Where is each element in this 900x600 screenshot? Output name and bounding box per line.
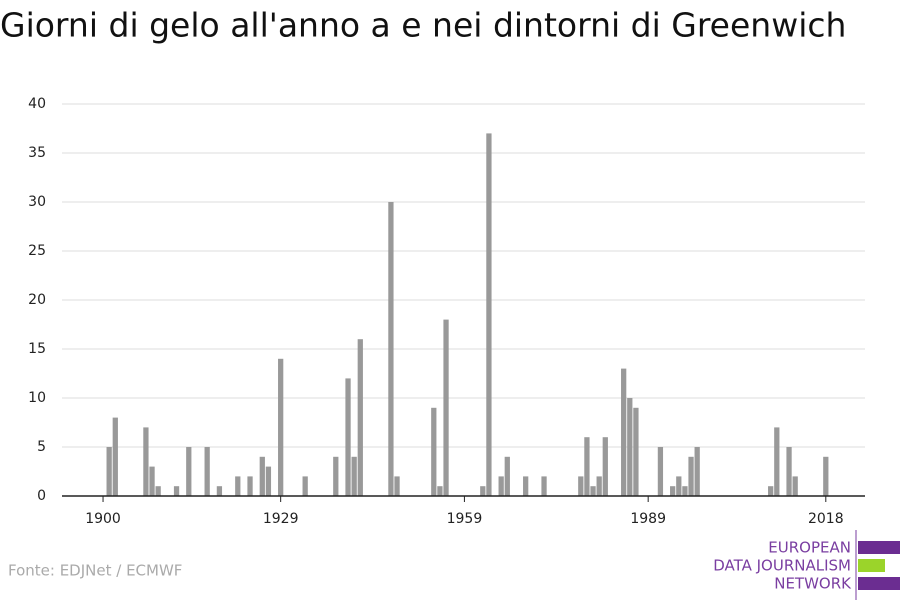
y-tick-label: 40 [28,96,46,112]
bar [486,133,492,496]
x-tick-label: 1929 [263,511,299,527]
bar [627,398,633,496]
bar [186,447,192,496]
bar [357,339,363,496]
bar [590,486,596,496]
bar [621,368,627,496]
x-tick-label: 1959 [447,511,483,527]
bar [112,417,118,496]
bar [443,319,449,496]
bar [541,476,547,496]
y-tick-label: 30 [28,194,46,210]
y-tick-label: 20 [28,292,46,308]
bar [265,466,272,496]
bar [155,486,161,496]
bar [786,447,792,496]
logo-text: EUROPEAN [768,539,851,557]
bar [768,486,774,496]
bar [584,437,590,496]
bar [792,476,798,496]
logo-bar [858,577,900,590]
logo-text: NETWORK [774,575,852,593]
bar [498,476,504,496]
bar [774,427,780,496]
x-tick-label: 1989 [630,511,666,527]
bar [682,486,688,496]
chart-title: Giorni di gelo all'anno a e nei dintorni… [0,6,846,45]
bar [149,466,155,496]
y-tick-label: 5 [37,439,46,455]
bar [394,476,400,496]
bar [437,486,443,496]
bar [602,437,608,496]
logo-bar [858,541,900,554]
bar [676,476,682,496]
logo-bar [858,559,885,572]
y-tick-label: 25 [28,243,46,259]
bar [204,447,210,496]
bar [247,476,253,496]
bar [278,358,284,496]
bar [333,456,339,496]
bar [480,486,486,496]
bar [657,447,664,496]
bar [688,456,694,496]
y-tick-label: 10 [28,390,46,406]
y-tick-label: 15 [28,341,46,357]
bar [431,407,437,496]
bar [216,486,223,496]
bar [670,486,676,496]
bar [596,476,602,496]
y-tick-label: 35 [28,145,46,161]
bar [302,476,308,496]
bar [173,486,180,496]
bar [345,378,351,496]
bar [578,476,584,496]
bar [388,202,394,496]
bar [633,407,639,496]
logo-text: DATA JOURNALISM [713,557,851,575]
bar [259,456,265,496]
x-tick-label: 1900 [85,511,121,527]
bar [235,476,241,496]
bar [694,447,700,496]
bar [106,447,112,496]
bar [823,456,829,496]
bar [523,476,529,496]
bar [351,456,357,496]
bar [143,427,149,496]
bar [504,456,510,496]
y-tick-label: 0 [37,488,46,504]
source: Fonte: EDJNet / ECMWF [8,562,182,580]
x-tick-label: 2018 [808,511,844,527]
